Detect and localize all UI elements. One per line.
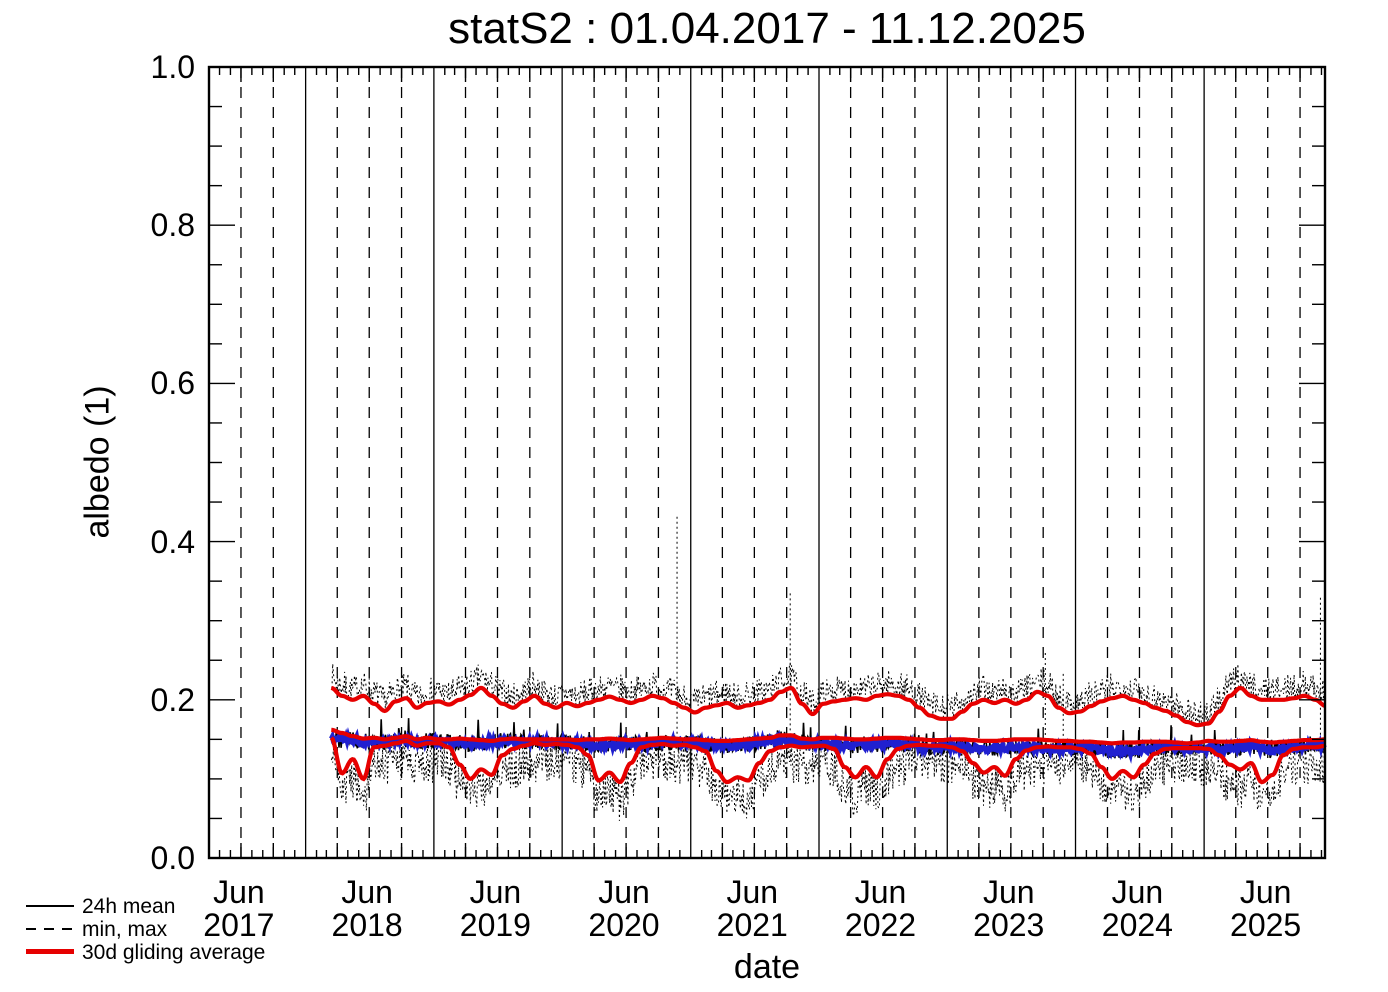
year-label: 2024 <box>1101 907 1173 943</box>
x-tick-label-2018: Jun 2018 <box>297 876 437 942</box>
month-label: Jun <box>726 874 779 910</box>
month-label: Jun <box>213 874 265 910</box>
legend-label: min, max <box>82 918 168 941</box>
year-label: 2021 <box>716 907 788 943</box>
year-label: 2018 <box>331 907 403 943</box>
series-daily-min-dotted <box>330 741 1326 821</box>
dashed-line-swatch <box>26 928 74 930</box>
series-daily-max-dotted <box>331 662 1326 725</box>
legend-label: 30d gliding average <box>82 941 266 964</box>
month-label: Jun <box>469 874 522 910</box>
x-tick-label-2025: Jun 2025 <box>1196 876 1336 942</box>
year-label: 2017 <box>203 907 275 943</box>
series-30d-avg-max <box>330 685 1326 728</box>
x-tick-label-2022: Jun 2022 <box>810 876 950 942</box>
y-tick-label: 1.0 <box>150 49 195 85</box>
legend-label: 24h mean <box>82 895 176 918</box>
x-tick-label-2023: Jun 2023 <box>939 876 1079 942</box>
year-label: 2022 <box>844 907 917 943</box>
red-line-swatch <box>26 949 74 954</box>
month-label: Jun <box>982 874 1035 910</box>
series-30d-avg-mean <box>331 727 1325 746</box>
x-tick-label-2020: Jun 2020 <box>554 876 694 942</box>
year-label: 2020 <box>588 907 660 943</box>
month-label: Jun <box>854 874 907 910</box>
x-axis-title: date <box>733 948 801 986</box>
month-label: Jun <box>341 874 393 910</box>
y-tick-label: 0.6 <box>150 365 195 402</box>
chart-title: statS2 : 01.04.2017 - 11.12.2025 <box>448 4 1086 53</box>
y-tick-label: 0.8 <box>150 207 195 244</box>
year-label: 2023 <box>973 907 1045 943</box>
solid-line-swatch <box>26 905 74 907</box>
year-label: 2025 <box>1230 907 1302 943</box>
y-tick-label: 0.0 <box>150 840 195 876</box>
month-label: Jun <box>1239 874 1292 910</box>
y-tick-label: 0.4 <box>150 523 195 560</box>
month-label: Jun <box>598 874 650 910</box>
series-30d-avg-min <box>329 736 1326 785</box>
x-tick-label-2024: Jun 2024 <box>1067 876 1207 942</box>
year-label: 2019 <box>459 907 531 943</box>
x-tick-label-2017: Jun 2017 <box>169 876 309 942</box>
x-tick-label-2019: Jun 2019 <box>425 876 565 942</box>
x-tick-label-2021: Jun 2021 <box>682 876 822 942</box>
month-label: Jun <box>1111 874 1164 910</box>
y-tick-label: 0.2 <box>150 681 195 718</box>
